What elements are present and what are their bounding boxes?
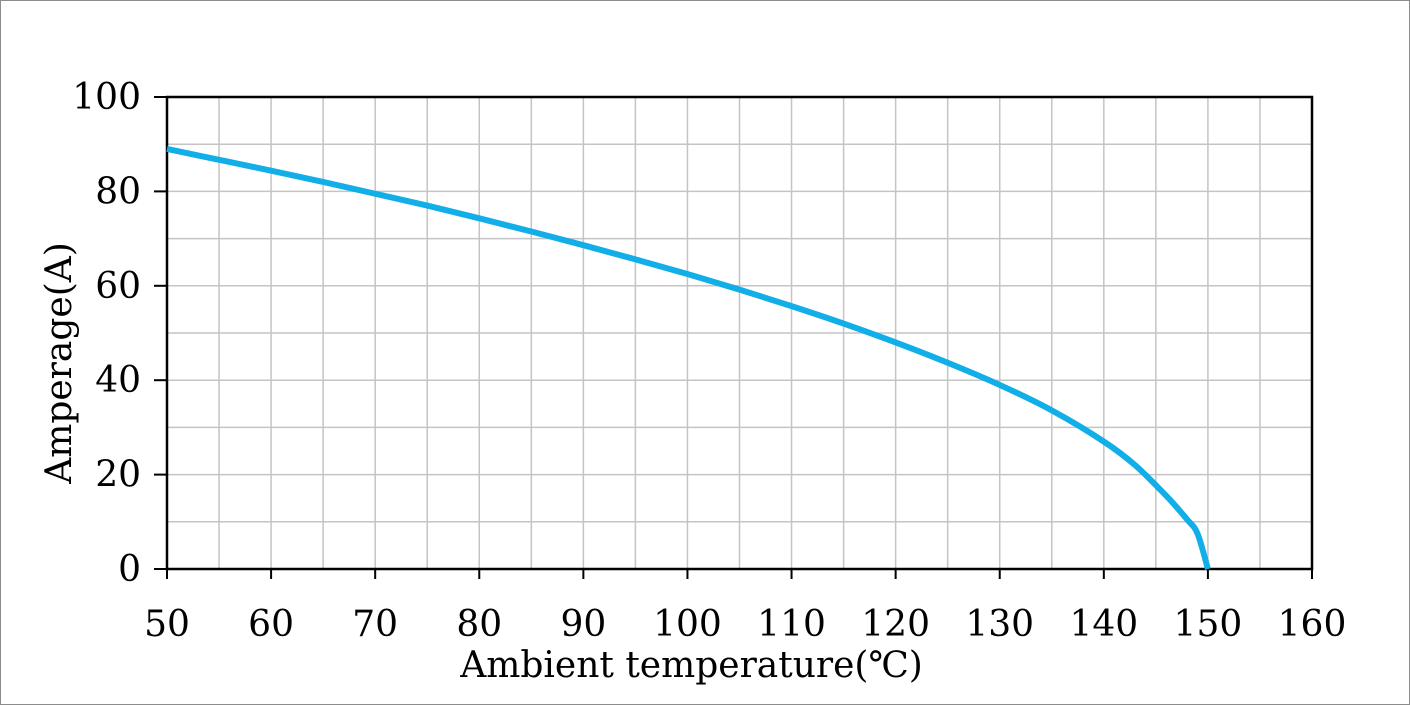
series-line-0 <box>166 145 1211 570</box>
axes <box>154 95 1314 579</box>
x-axis-title: Ambient temperature(℃) <box>459 645 923 686</box>
y-tick-label: 100 <box>72 77 141 118</box>
x-tick-label: 60 <box>248 604 294 645</box>
y-tick-label: 60 <box>95 266 141 307</box>
y-tick-label: 0 <box>118 549 141 590</box>
x-tick-label: 140 <box>1069 604 1138 645</box>
x-tick-label: 150 <box>1174 604 1243 645</box>
series-layer <box>166 145 1211 570</box>
x-tick-label: 50 <box>144 604 190 645</box>
grid-lines <box>166 96 1313 570</box>
x-tick-label: 110 <box>757 604 826 645</box>
y-tick-label: 20 <box>95 455 141 496</box>
x-tick-label: 70 <box>352 604 398 645</box>
y-tick-label: 40 <box>95 360 141 401</box>
x-tick-label: 130 <box>965 604 1034 645</box>
x-tick-label: 160 <box>1278 604 1347 645</box>
y-tick-labels: 0 20 40 60 80 100 <box>72 77 141 590</box>
x-tick-label: 120 <box>861 604 930 645</box>
y-tick-label: 80 <box>95 171 141 212</box>
x-tick-label: 80 <box>456 604 502 645</box>
plot-border <box>165 95 1314 571</box>
x-tick-label: 100 <box>653 604 722 645</box>
x-tick-labels: 50 60 70 80 90 100 110 120 130 140 150 160 <box>144 604 1346 645</box>
y-axis-title: Amperage(A) <box>39 242 80 485</box>
x-tick-label: 90 <box>560 604 606 645</box>
